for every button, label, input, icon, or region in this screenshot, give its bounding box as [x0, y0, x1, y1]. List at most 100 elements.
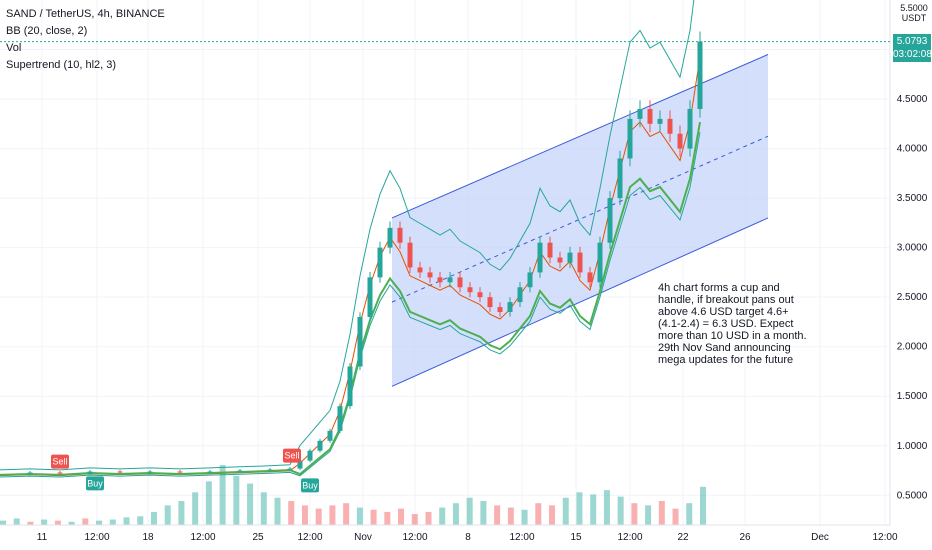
candle-body	[617, 158, 623, 199]
price-axis-top-value: 5.5000	[900, 3, 928, 13]
candle-body	[627, 118, 633, 159]
price-tick-label: 4.0000	[897, 144, 928, 155]
channel-lower-line	[391, 217, 769, 387]
candle-body	[697, 41, 703, 109]
candle-body	[407, 242, 413, 268]
volume-bar	[54, 520, 61, 525]
candle-body	[477, 292, 483, 298]
volume-bar	[452, 503, 459, 525]
volume-bar	[178, 501, 185, 525]
candle-body	[537, 242, 543, 273]
candle-body	[417, 267, 423, 273]
time-tick-label: 25	[252, 532, 264, 543]
candle-body	[667, 118, 673, 134]
volume-bar	[274, 497, 281, 525]
candle-body	[177, 471, 183, 473]
candle-body	[467, 287, 473, 293]
signal-label: Buy	[87, 478, 103, 488]
time-tick-label: 12:00	[190, 532, 215, 543]
candle-body	[367, 277, 373, 317]
candle-body	[507, 302, 513, 313]
candle-body	[577, 252, 583, 273]
candles	[27, 31, 703, 475]
candle-body	[57, 472, 63, 474]
candle-body	[87, 471, 93, 474]
bb-lower-band	[0, 132, 701, 478]
candle-body	[457, 277, 463, 288]
volume-bar	[439, 507, 446, 525]
candle-body	[357, 316, 363, 367]
channel-upper-line	[391, 54, 769, 219]
volume-bar	[247, 483, 254, 525]
sell-signal	[283, 448, 301, 463]
volume-bar	[329, 505, 336, 525]
time-tick-label: Dec	[811, 532, 829, 543]
price-axis: 0.5000 1.0000 1.5000 2.0000 2.5000 3.0000 3.50…	[897, 45, 928, 502]
volume-bar	[658, 501, 665, 525]
candle-body	[527, 272, 533, 288]
legend-vol[interactable]: Vol	[6, 42, 22, 54]
volume-bar	[0, 520, 6, 525]
volume-bar	[521, 509, 528, 525]
candle-body	[297, 460, 303, 469]
time-tick-label: 18	[142, 532, 154, 543]
buy-signal	[86, 476, 104, 491]
volume-bar	[356, 507, 363, 525]
supertrend-line	[0, 121, 701, 476]
time-tick-label: 26	[739, 532, 751, 543]
parallel-channel	[392, 54, 768, 387]
chart-annotation[interactable]: 4h chart forms a cup and handle, if brea…	[658, 282, 807, 366]
volume-bar	[301, 505, 308, 525]
last-price-value: 5.0793	[896, 35, 928, 47]
volume-bar	[425, 511, 432, 525]
volume-bar	[343, 503, 350, 525]
time-tick-label: 12:00	[509, 532, 534, 543]
volume-bar	[576, 492, 583, 525]
legend-bb[interactable]: BB (20, close, 2)	[6, 25, 88, 37]
volume-bar	[411, 514, 418, 525]
candle-body	[637, 108, 643, 119]
candle-body	[657, 118, 663, 124]
volume-bar	[494, 505, 501, 525]
price-tick-label: 0.5000	[897, 490, 928, 501]
price-tick-label: 4.5000	[897, 94, 928, 105]
price-tick-label: 1.5000	[897, 391, 928, 402]
candle-body	[337, 406, 343, 431]
candle-body	[427, 272, 433, 278]
candle-countdown: 03:02:08	[893, 48, 932, 60]
candle-body	[237, 470, 243, 472]
candle-body	[287, 468, 293, 470]
time-tick-label: 12:00	[297, 532, 322, 543]
volume-bar	[192, 492, 199, 525]
volume-bar	[219, 465, 226, 525]
volume-bar	[686, 503, 693, 525]
volume-bar	[645, 505, 652, 525]
price-tick-label: 3.5000	[897, 193, 928, 204]
time-tick-label: 22	[677, 532, 689, 543]
candle-body	[207, 471, 213, 473]
candle-body	[547, 242, 553, 258]
bb-upper-band	[0, 0, 695, 471]
volume-bar	[123, 517, 130, 525]
candle-body	[347, 366, 353, 407]
candle-body	[487, 297, 493, 308]
legend-supertrend[interactable]: Supertrend (10, hl2, 3)	[6, 59, 117, 71]
price-tick-label: 2.5000	[897, 292, 928, 303]
candle-body	[497, 307, 503, 313]
volume-bar	[535, 503, 542, 525]
time-tick-label: 15	[570, 532, 582, 543]
volume-bar	[603, 490, 610, 525]
candle-body	[117, 471, 123, 473]
volume-bar	[370, 509, 377, 525]
candle-body	[557, 257, 563, 263]
time-tick-label: 12:00	[617, 532, 642, 543]
chart-legend: SAND / TetherUS, 4h, BINANCE BB (20, clo…	[6, 6, 165, 74]
volume-bar	[562, 497, 569, 525]
last-price-tag: 5.0793 03:02:08	[893, 33, 932, 62]
volume-bar	[82, 518, 89, 525]
time-tick-label: 12:00	[872, 532, 897, 543]
price-tick-label: 1.0000	[897, 441, 928, 452]
volume-bar	[260, 492, 267, 525]
legend-symbol[interactable]: SAND / TetherUS, 4h, BINANCE	[6, 8, 165, 20]
